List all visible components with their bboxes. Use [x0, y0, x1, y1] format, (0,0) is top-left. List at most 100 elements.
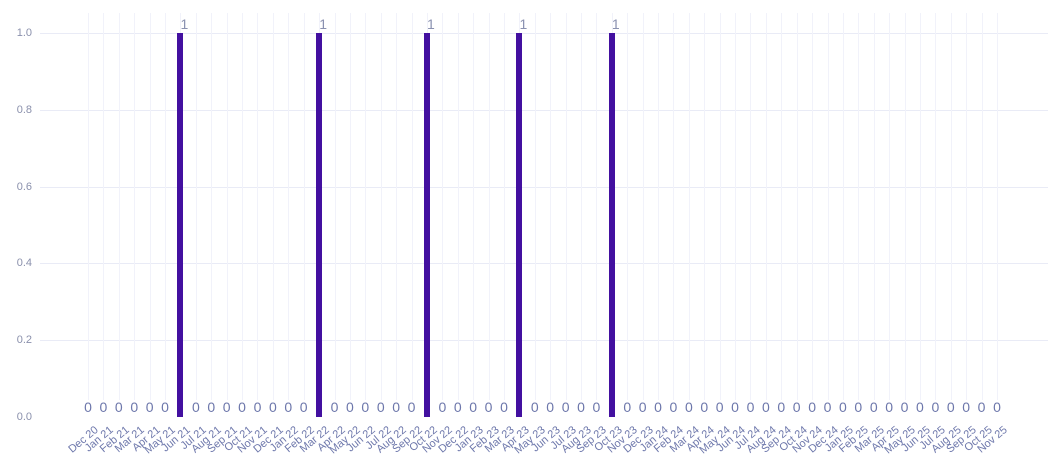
v-gridline: [581, 13, 583, 400]
x-axis-tick-label: Jun 22: [345, 424, 379, 455]
h-gridline: [40, 263, 1048, 265]
bar[interactable]: [608, 33, 615, 417]
x-axis-tick-label: Feb 24: [652, 424, 687, 456]
v-gridline: [242, 13, 244, 400]
bar[interactable]: [177, 33, 184, 417]
x-axis-tick-label: Jan 24: [637, 424, 671, 455]
v-gridline: [719, 13, 721, 400]
bar-value-label: 0: [330, 399, 339, 415]
v-gridline: [488, 13, 490, 400]
bar-value-label: 0: [284, 399, 293, 415]
bar-value-label: 0: [623, 399, 632, 415]
v-gridline: [195, 13, 197, 400]
bar-value-label: 0: [561, 399, 570, 415]
x-axis-tick-label: May 22: [327, 424, 363, 457]
bar-value-label: 0: [99, 399, 108, 415]
v-gridline: [642, 13, 644, 400]
x-axis-tick-label: Dec 20: [66, 424, 101, 456]
bar-value-label: 0: [361, 399, 370, 415]
bar-value-label: 0: [746, 399, 755, 415]
bar[interactable]: [316, 33, 323, 417]
bar-value-label: 0: [546, 399, 555, 415]
bar-value-label: 0: [392, 399, 401, 415]
v-gridline: [627, 13, 629, 400]
v-gridline: [365, 13, 367, 400]
bar-value-label: 1: [319, 16, 327, 32]
v-gridline: [149, 13, 151, 400]
bar-value-label: 0: [946, 399, 955, 415]
v-gridline: [596, 13, 598, 400]
v-gridline: [673, 13, 675, 400]
bar-value-label: 0: [207, 399, 216, 415]
v-gridline: [272, 13, 274, 400]
bar-value-label: 0: [731, 399, 739, 415]
v-gridline: [842, 13, 844, 400]
v-gridline: [935, 13, 937, 400]
bar-value-label: 0: [114, 399, 123, 415]
bar-value-label: 0: [161, 399, 169, 415]
v-gridline: [503, 13, 505, 400]
y-axis-tick-label: 0.4: [16, 257, 32, 270]
bar-value-label: 0: [885, 399, 894, 415]
bar-value-label: 0: [407, 399, 416, 415]
bar-value-label: 1: [611, 16, 620, 32]
v-gridline: [534, 13, 536, 400]
x-axis-tick-label: Nov 22: [420, 424, 456, 456]
bar-value-label: 0: [869, 399, 878, 415]
x-axis-tick-label: Jan 23: [452, 424, 486, 455]
x-axis-tick-label: Jul 22: [363, 424, 394, 453]
x-axis-tick-label: Aug 22: [374, 424, 409, 456]
v-gridline: [966, 13, 968, 400]
bar-value-label: 0: [376, 399, 385, 415]
x-axis-tick-label: Aug 21: [189, 424, 224, 456]
bar-value-label: 0: [577, 399, 585, 415]
bar-value-label: 0: [792, 399, 801, 415]
v-gridline: [950, 13, 952, 400]
v-gridline: [334, 13, 336, 400]
v-gridline: [226, 13, 228, 400]
v-gridline: [442, 13, 444, 400]
x-axis-tick-label: Feb 25: [837, 424, 872, 456]
x-axis-tick-label: May 23: [512, 424, 548, 457]
bar-value-label: 0: [299, 399, 308, 415]
bar-value-label: 0: [808, 399, 816, 415]
bar[interactable]: [516, 33, 523, 417]
x-axis-tick-label: Mar 22: [297, 424, 332, 456]
y-axis-tick-label: 0.8: [16, 103, 32, 116]
x-axis-tick-label: Oct 22: [407, 424, 440, 455]
bar-value-label: 0: [268, 399, 277, 415]
bar-value-label: 0: [684, 399, 693, 415]
bar[interactable]: [423, 33, 430, 417]
x-axis-tick-label: Jun 25: [899, 424, 933, 455]
x-axis-tick-label: Aug 25: [929, 424, 964, 456]
v-gridline: [765, 13, 767, 400]
bar-value-label: 0: [931, 399, 940, 415]
v-gridline: [735, 13, 737, 400]
x-axis-tick-label: Apr 23: [499, 424, 533, 455]
bar-value-label: 0: [839, 399, 847, 415]
v-gridline: [750, 13, 752, 400]
y-axis-tick-label: 0.0: [16, 411, 32, 423]
h-gridline: [40, 33, 1048, 34]
bar-value-label: 0: [84, 399, 92, 415]
x-axis-tick-label: Mar 25: [852, 424, 887, 456]
v-gridline: [796, 13, 798, 400]
bar-value-label: 0: [669, 399, 678, 415]
x-axis-tick-label: Sep 23: [574, 424, 610, 456]
y-axis-tick-label: 0.6: [16, 180, 32, 193]
v-gridline: [349, 13, 351, 400]
bar-value-label: 0: [238, 399, 246, 415]
x-axis-tick-label: Mar 23: [482, 424, 517, 456]
bar-value-label: 0: [191, 399, 200, 415]
h-gridline: [40, 186, 1048, 188]
bar-value-label: 0: [484, 399, 493, 415]
v-gridline: [858, 13, 860, 400]
v-gridline: [550, 13, 552, 400]
v-gridline: [873, 13, 875, 400]
x-axis-tick-label: Feb 22: [282, 424, 317, 456]
bar-value-label: 0: [900, 399, 909, 415]
